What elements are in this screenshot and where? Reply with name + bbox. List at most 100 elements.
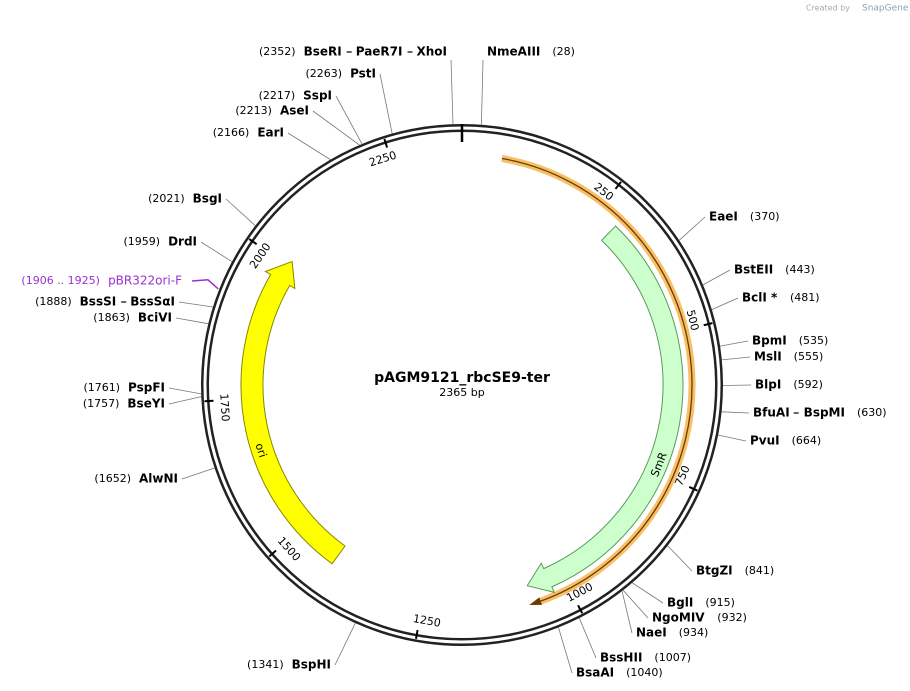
site-name: XhoI bbox=[416, 45, 447, 59]
site-name: PaeR7I bbox=[356, 45, 403, 59]
leader-line bbox=[578, 617, 597, 659]
site-name: BciVI bbox=[138, 311, 172, 325]
leader-line bbox=[334, 623, 356, 666]
site-position: (1652) bbox=[94, 472, 131, 485]
site-name: PvuI bbox=[750, 434, 780, 448]
leader-line bbox=[718, 434, 747, 442]
leader-line bbox=[225, 198, 256, 226]
site-name: BsgI bbox=[193, 192, 222, 206]
site-name: DrdI bbox=[168, 235, 197, 249]
tick-label: 2250 bbox=[368, 149, 399, 170]
tick-mark bbox=[614, 181, 622, 190]
tick-label: 1500 bbox=[275, 534, 303, 564]
site-name: BseRI bbox=[304, 45, 342, 59]
leader-line bbox=[632, 582, 664, 604]
leader-line bbox=[558, 627, 573, 674]
site-position: (2213) bbox=[235, 104, 272, 117]
site-name: BclI * bbox=[742, 291, 778, 305]
site-position: (932) bbox=[717, 611, 747, 624]
site-position: (1863) bbox=[93, 311, 130, 324]
feature-smr bbox=[526, 225, 684, 594]
leader-line bbox=[312, 110, 360, 146]
leader-line bbox=[168, 396, 202, 405]
site-position: (841) bbox=[745, 564, 775, 577]
tick-label: 500 bbox=[684, 308, 702, 332]
tick-mark bbox=[577, 604, 584, 614]
site-position: (370) bbox=[750, 210, 780, 223]
site-name: AlwNI bbox=[139, 472, 178, 486]
primer-arrow bbox=[529, 597, 543, 605]
feature-label: ori bbox=[252, 442, 269, 460]
site-name: NgoMIV bbox=[652, 611, 705, 625]
feature-ori bbox=[240, 260, 346, 565]
site-name: BseYI bbox=[127, 397, 165, 411]
leader-line bbox=[181, 467, 215, 480]
site-position: (1757) bbox=[83, 397, 120, 410]
site-name: BsaAI bbox=[576, 666, 614, 680]
site-position: (934) bbox=[679, 626, 709, 639]
site-name: BssSαI bbox=[130, 295, 175, 309]
site-position: (443) bbox=[785, 263, 815, 276]
brand: SnapGene bbox=[862, 4, 909, 14]
site-position: (481) bbox=[790, 291, 820, 304]
site-name: NaeI bbox=[636, 626, 667, 640]
site-position: (1040) bbox=[626, 666, 663, 679]
site-position: (2021) bbox=[148, 192, 185, 205]
site-position: (1007) bbox=[654, 651, 691, 664]
primer-leader bbox=[191, 278, 219, 290]
tick-mark bbox=[703, 322, 713, 327]
site-name: PspFI bbox=[128, 381, 165, 395]
plasmid-length: 2365 bp bbox=[439, 386, 484, 399]
site-position: (630) bbox=[857, 406, 887, 419]
site-name: BssSI bbox=[80, 295, 117, 309]
site-name: BstEII bbox=[734, 263, 773, 277]
primer-name: pBR322ori-F bbox=[108, 274, 182, 288]
leader-line bbox=[175, 317, 209, 325]
site-name: PstI bbox=[350, 67, 376, 81]
tick-mark bbox=[268, 549, 277, 558]
site-position: (555) bbox=[794, 350, 824, 363]
leader-line bbox=[335, 95, 363, 145]
leader-line bbox=[702, 269, 731, 286]
tick-label: 1250 bbox=[412, 612, 442, 630]
site-position: (2352) bbox=[259, 45, 296, 58]
tick-mark bbox=[248, 238, 258, 246]
site-position: (1888) bbox=[35, 295, 72, 308]
site-name: SspI bbox=[303, 89, 332, 103]
site-name: MslI bbox=[754, 350, 782, 364]
leader-line bbox=[379, 73, 393, 134]
tick-label: 1750 bbox=[217, 393, 232, 422]
leader-line bbox=[168, 387, 202, 395]
tick-mark bbox=[414, 629, 419, 640]
leader-line bbox=[287, 132, 331, 160]
site-name: BspHI bbox=[292, 658, 331, 672]
leader-line bbox=[721, 411, 750, 414]
tick-mark bbox=[204, 399, 214, 403]
leader-line bbox=[722, 384, 752, 386]
site-position: (592) bbox=[793, 378, 823, 391]
site-position: (915) bbox=[705, 596, 735, 609]
credit: Created by bbox=[806, 4, 850, 13]
site-name: AseI bbox=[280, 104, 309, 118]
tick-mark bbox=[688, 486, 698, 492]
site-position: (1341) bbox=[247, 658, 284, 671]
site-name: NmeAIII bbox=[487, 45, 540, 59]
leader-line bbox=[480, 59, 484, 125]
site-name: BpmI bbox=[752, 334, 787, 348]
plasmid-name: pAGM9121_rbcSE9-ter bbox=[374, 370, 550, 386]
site-name: BlpI bbox=[755, 378, 781, 392]
primer-line bbox=[501, 157, 693, 604]
site-position: (664) bbox=[792, 434, 822, 447]
leader-line bbox=[200, 241, 233, 263]
leader-line bbox=[667, 545, 693, 572]
site-name: BfuAI bbox=[753, 406, 790, 420]
tick-mark bbox=[383, 138, 389, 148]
leader-line bbox=[450, 59, 454, 125]
site-name: EaeI bbox=[709, 210, 738, 224]
leader-line bbox=[721, 356, 751, 361]
site-position: (2217) bbox=[259, 89, 296, 102]
site-name: BglI bbox=[667, 596, 693, 610]
leader-line bbox=[622, 590, 649, 619]
leader-line bbox=[720, 340, 749, 347]
